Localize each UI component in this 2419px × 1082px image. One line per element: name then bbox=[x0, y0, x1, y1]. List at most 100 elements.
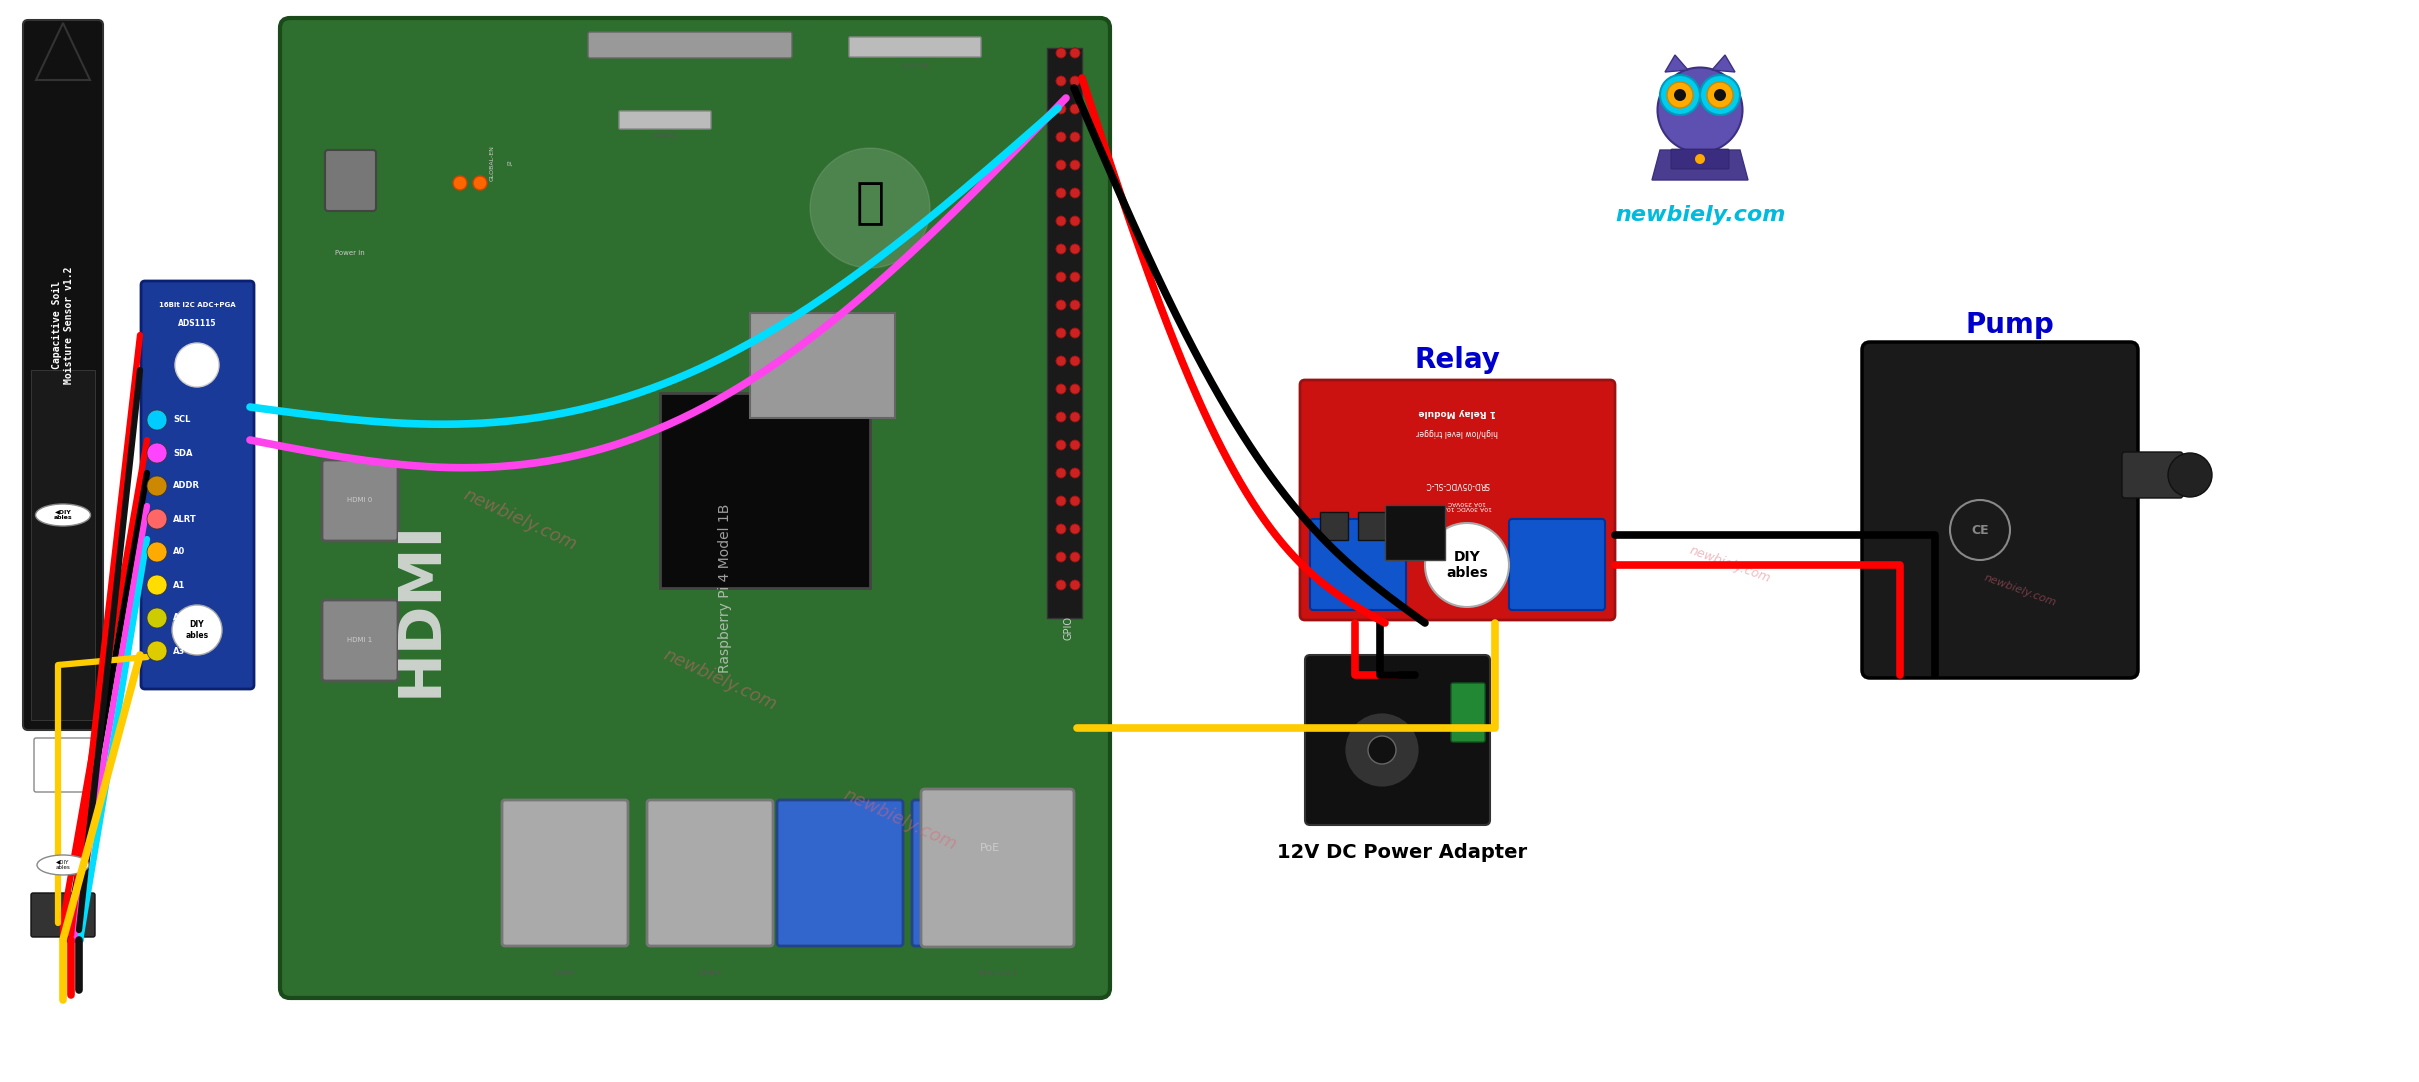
Circle shape bbox=[1057, 412, 1067, 422]
Text: A0: A0 bbox=[174, 547, 186, 556]
Circle shape bbox=[1069, 188, 1079, 198]
Circle shape bbox=[1701, 75, 1739, 115]
Circle shape bbox=[1057, 245, 1067, 254]
Circle shape bbox=[1069, 496, 1079, 506]
Bar bbox=[1357, 512, 1386, 540]
FancyBboxPatch shape bbox=[24, 19, 104, 730]
Circle shape bbox=[1057, 440, 1067, 450]
FancyBboxPatch shape bbox=[1299, 380, 1616, 620]
Circle shape bbox=[1715, 89, 1727, 101]
Circle shape bbox=[1069, 272, 1079, 282]
Circle shape bbox=[1057, 496, 1067, 506]
Circle shape bbox=[1057, 48, 1067, 58]
Circle shape bbox=[1069, 216, 1079, 226]
Circle shape bbox=[1069, 412, 1079, 422]
Text: ◀DIY
ables: ◀DIY ables bbox=[53, 510, 73, 520]
Text: A1: A1 bbox=[174, 581, 186, 590]
Circle shape bbox=[810, 148, 929, 268]
FancyBboxPatch shape bbox=[1311, 519, 1405, 610]
Circle shape bbox=[1069, 132, 1079, 142]
Circle shape bbox=[1057, 469, 1067, 478]
Circle shape bbox=[1057, 216, 1067, 226]
Circle shape bbox=[1057, 300, 1067, 311]
FancyBboxPatch shape bbox=[588, 32, 791, 58]
Text: A3: A3 bbox=[174, 647, 186, 656]
Ellipse shape bbox=[36, 855, 90, 875]
Circle shape bbox=[1696, 154, 1705, 164]
Text: Ethernet: Ethernet bbox=[977, 968, 1018, 977]
Circle shape bbox=[1057, 496, 1067, 506]
Text: SCL: SCL bbox=[174, 415, 191, 424]
Polygon shape bbox=[1713, 55, 1734, 72]
Circle shape bbox=[1069, 328, 1079, 338]
Circle shape bbox=[1057, 440, 1067, 450]
FancyBboxPatch shape bbox=[660, 393, 871, 588]
Text: HDMI 0: HDMI 0 bbox=[348, 497, 373, 503]
FancyBboxPatch shape bbox=[503, 800, 629, 946]
Circle shape bbox=[1069, 580, 1079, 590]
Circle shape bbox=[1069, 356, 1079, 366]
Circle shape bbox=[1069, 552, 1079, 562]
Circle shape bbox=[172, 605, 223, 655]
Circle shape bbox=[1708, 82, 1732, 108]
Circle shape bbox=[1057, 580, 1067, 590]
Circle shape bbox=[1667, 82, 1693, 108]
Polygon shape bbox=[1652, 150, 1749, 180]
Polygon shape bbox=[36, 23, 90, 80]
FancyBboxPatch shape bbox=[776, 800, 902, 946]
Circle shape bbox=[1057, 245, 1067, 254]
Circle shape bbox=[148, 608, 167, 628]
Circle shape bbox=[1425, 523, 1509, 607]
FancyBboxPatch shape bbox=[281, 18, 1110, 998]
Text: CE: CE bbox=[1971, 524, 1988, 537]
Circle shape bbox=[1057, 524, 1067, 535]
Text: SRD-05VDC-SL-C: SRD-05VDC-SL-C bbox=[1425, 480, 1490, 489]
Text: J2: J2 bbox=[508, 160, 513, 166]
Text: 12V DC Power Adapter: 12V DC Power Adapter bbox=[1277, 843, 1526, 861]
FancyBboxPatch shape bbox=[849, 37, 982, 57]
Text: newbiely.com: newbiely.com bbox=[839, 786, 960, 854]
Circle shape bbox=[1069, 300, 1079, 311]
FancyBboxPatch shape bbox=[1304, 655, 1490, 824]
Circle shape bbox=[1057, 76, 1067, 85]
Circle shape bbox=[1069, 76, 1079, 85]
Circle shape bbox=[1057, 356, 1067, 366]
Text: USB3: USB3 bbox=[699, 968, 721, 977]
Text: DIY
ables: DIY ables bbox=[186, 620, 208, 639]
FancyBboxPatch shape bbox=[646, 800, 774, 946]
Circle shape bbox=[1057, 160, 1067, 170]
Circle shape bbox=[148, 575, 167, 595]
Text: HDMI: HDMI bbox=[392, 519, 448, 697]
Circle shape bbox=[148, 641, 167, 661]
Circle shape bbox=[1057, 272, 1067, 282]
FancyBboxPatch shape bbox=[1672, 149, 1730, 169]
Circle shape bbox=[1057, 160, 1067, 170]
Text: DIY
ables: DIY ables bbox=[1447, 550, 1488, 580]
Circle shape bbox=[1069, 524, 1079, 535]
Bar bbox=[1047, 48, 1081, 618]
Bar bbox=[1321, 512, 1347, 540]
Circle shape bbox=[148, 476, 167, 496]
FancyBboxPatch shape bbox=[324, 150, 375, 211]
Text: CAMERA: CAMERA bbox=[653, 133, 677, 138]
Circle shape bbox=[1069, 104, 1079, 114]
Circle shape bbox=[148, 410, 167, 430]
FancyBboxPatch shape bbox=[1451, 683, 1485, 742]
Circle shape bbox=[148, 443, 167, 463]
Circle shape bbox=[1069, 245, 1079, 254]
Text: Relay: Relay bbox=[1415, 346, 1500, 374]
Text: 16Bit I2C ADC+PGA: 16Bit I2C ADC+PGA bbox=[160, 302, 235, 308]
Text: A2: A2 bbox=[174, 613, 186, 622]
Circle shape bbox=[1069, 469, 1079, 478]
Circle shape bbox=[1674, 89, 1686, 101]
Circle shape bbox=[1057, 469, 1067, 478]
Circle shape bbox=[1069, 524, 1079, 535]
Circle shape bbox=[1069, 216, 1079, 226]
FancyBboxPatch shape bbox=[750, 313, 895, 418]
Circle shape bbox=[1069, 48, 1079, 58]
Circle shape bbox=[1069, 104, 1079, 114]
Circle shape bbox=[474, 176, 486, 190]
Text: ADS1115: ADS1115 bbox=[177, 318, 215, 328]
Text: ◀DIY
ables: ◀DIY ables bbox=[56, 859, 70, 870]
FancyBboxPatch shape bbox=[34, 738, 92, 792]
